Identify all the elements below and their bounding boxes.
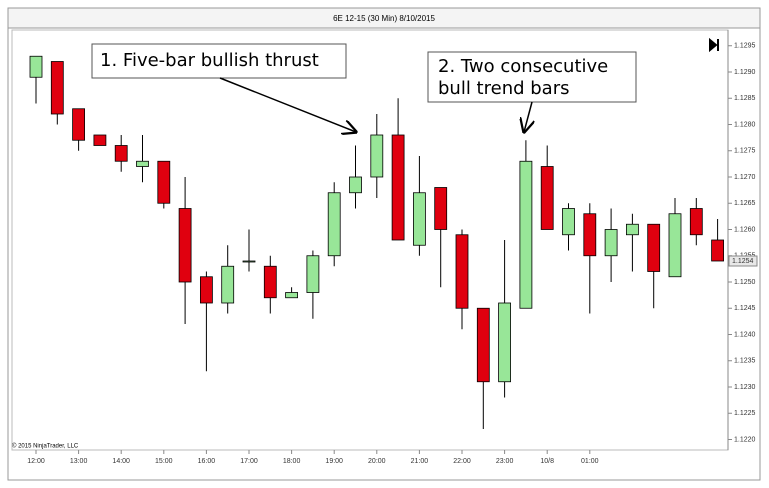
candle-body [114,145,128,162]
candle-body [604,229,618,257]
candle-body [72,108,85,141]
candle-body [711,239,724,262]
candle-body [349,176,362,194]
candle-body [370,134,384,178]
y-tick-label: 1.1280 [734,121,756,128]
candle-body [136,160,149,167]
candle-body [476,307,490,383]
x-tick-label: 12:00 [27,458,45,465]
annotation-box [91,43,347,79]
annotation-text: bull trend bars [438,78,569,99]
x-tick-label: 17:00 [240,458,258,465]
annotation-text: 2. Two consecutive [438,56,608,77]
x-tick-label: 21:00 [411,458,429,465]
x-tick-label: 22:00 [453,458,471,465]
candle-body [540,166,554,230]
x-tick-label: 01:00 [581,458,599,465]
candle-body [327,192,341,257]
x-tick-label: 23:00 [496,458,514,465]
candle-body [391,134,405,241]
candle-body [178,208,192,283]
candle-body [221,265,235,304]
chart-title: 6E 12-15 (30 Min) 8/10/2015 [333,14,435,23]
y-tick-label: 1.1275 [734,148,756,155]
x-tick-label: 16:00 [198,458,216,465]
y-tick-label: 1.1235 [734,358,756,365]
last-price-box [728,255,758,267]
candle-body [434,187,448,230]
candle-body [689,208,703,236]
candle-body [562,208,575,236]
candle-body [412,192,426,246]
y-tick-label: 1.1265 [734,200,756,207]
y-tick-label: 1.1260 [734,226,756,233]
y-tick-label: 1.1250 [734,279,756,286]
x-tick-label: 13:00 [70,458,88,465]
copyright: © 2015 NinjaTrader, LLC [12,443,79,450]
y-tick-label: 1.1270 [734,174,756,181]
candle-body [647,223,661,272]
candle-body [157,160,171,204]
candle-body [455,234,469,309]
candle-body [306,255,320,293]
candle-body [519,160,533,309]
x-tick-label: 10/8 [540,458,554,465]
candle-body [199,276,213,304]
candle-body [668,213,682,278]
x-tick-label: 18:00 [283,458,301,465]
scroll-icon[interactable] [709,37,719,53]
x-tick-label: 19:00 [325,458,343,465]
y-tick-label: 1.1225 [734,410,756,417]
y-tick-label: 1.1295 [734,43,756,50]
x-tick-label: 15:00 [155,458,173,465]
y-tick-label: 1.1240 [734,331,756,338]
candle-body [285,292,299,299]
y-tick-label: 1.1290 [734,69,756,76]
candle-body [498,302,512,383]
candle-body [29,55,43,78]
candle-body [583,213,597,257]
annotation-box [427,51,637,103]
candle-body [242,260,256,263]
annotation-arrow [219,77,356,132]
y-tick-label: 1.1245 [734,305,756,312]
candle-body [93,134,107,146]
candle-body [263,265,277,299]
x-tick-label: 14:00 [112,458,130,465]
title-bar [7,7,761,29]
candle-body [626,223,639,236]
annotation-arrow [524,101,532,132]
last-price-label: 1.1254 [732,258,754,265]
annotation-text: 1. Five-bar bullish thrust [100,50,319,71]
candle-body [50,61,64,115]
y-tick-label: 1.1220 [734,436,756,443]
x-tick-label: 20:00 [368,458,386,465]
y-tick-label: 1.1230 [734,384,756,391]
y-tick-label: 1.1285 [734,95,756,102]
